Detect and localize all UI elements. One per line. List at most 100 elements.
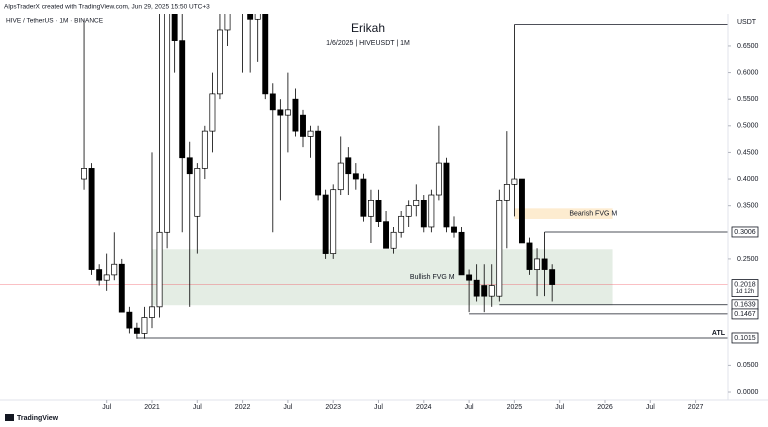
zone	[514, 208, 613, 219]
y-tick-label: 0.2500	[737, 256, 759, 263]
candle-body	[481, 285, 488, 297]
candle-body	[398, 215, 405, 233]
candle-body	[217, 29, 223, 95]
y-tick-label: 0.0000	[737, 389, 759, 396]
x-tick-label: Jul	[193, 404, 202, 411]
candle-body	[360, 178, 367, 217]
y-tick-label: 0.4000	[737, 176, 759, 183]
candle-body	[473, 279, 480, 297]
x-tick-label: 2023	[325, 404, 341, 411]
candle-body	[141, 317, 148, 334]
candle-body	[451, 226, 457, 233]
candle-body	[111, 263, 118, 276]
logo: TradingView	[17, 415, 59, 422]
candle-body	[345, 157, 352, 175]
candle-body	[88, 168, 95, 270]
countdown: 1d 12h	[736, 289, 754, 295]
last-price-tag	[731, 279, 759, 297]
candle-body	[284, 109, 291, 116]
candle-body	[201, 130, 208, 169]
x-tick-label: Jul	[465, 404, 474, 411]
candle-body	[209, 93, 216, 132]
candle-body	[133, 327, 140, 334]
candle-body	[126, 311, 133, 329]
candle-body	[262, 14, 269, 95]
y-tick-label: 0.0500	[737, 362, 759, 369]
price-tag	[731, 308, 759, 320]
candle-body	[118, 263, 125, 313]
candle-body	[375, 199, 382, 222]
x-tick-label: 2021	[144, 404, 160, 411]
candle-body	[428, 194, 435, 228]
candle-body	[405, 205, 412, 217]
level-note: ATL	[712, 330, 726, 337]
zone-label: Bearish FVG M	[569, 210, 617, 217]
y-tick-label: 0.5000	[737, 123, 759, 130]
candle-body	[277, 109, 284, 116]
candle-body	[541, 258, 548, 270]
x-tick-label: 2026	[597, 404, 613, 411]
candle-body	[496, 199, 503, 297]
candle-body	[164, 14, 171, 233]
candle-body	[254, 14, 261, 20]
candle-body	[435, 162, 442, 196]
candle-body	[103, 274, 110, 281]
y-tick-label: 0.6500	[737, 43, 759, 50]
candle-body	[171, 14, 178, 41]
candle-body	[224, 14, 231, 31]
candle-body	[337, 162, 344, 191]
symbol: HIVE / TetherUS · 1M · BINANCE	[6, 18, 104, 25]
y-unit: USDT	[737, 19, 757, 26]
x-tick-label: Jul	[555, 404, 564, 411]
price-tag	[731, 332, 759, 344]
candle-body	[322, 194, 329, 254]
price-tag-label: 0.1015	[734, 335, 756, 342]
price-tag-label: 0.1639	[734, 302, 756, 309]
x-tick-label: Jul	[283, 404, 292, 411]
x-tick-label: Jul	[102, 404, 111, 411]
candle-body	[307, 130, 314, 137]
candle-body	[458, 231, 465, 276]
candle-body	[269, 93, 276, 111]
candle-body	[179, 40, 186, 159]
x-tick-label: 2022	[235, 404, 251, 411]
candle-body	[194, 168, 201, 217]
x-tick-label: 2025	[507, 404, 523, 411]
candle-body	[330, 189, 337, 254]
candle-body	[156, 231, 163, 308]
candle-body	[81, 168, 87, 180]
candle-body	[315, 130, 322, 196]
y-tick-label: 0.5500	[737, 96, 759, 103]
y-tick-label: 0.6000	[737, 69, 759, 76]
last-price-label: 0.2018	[734, 281, 756, 288]
candle-body	[420, 199, 427, 228]
plot-area: Bearish FVG M Bullish FVG M	[0, 14, 728, 339]
x-tick-label: 2024	[416, 404, 432, 411]
candle-body	[390, 231, 397, 249]
candle-body	[368, 199, 374, 217]
candle-body	[443, 162, 450, 228]
candle-body	[300, 114, 306, 137]
y-tick-label: 0.3500	[737, 203, 759, 210]
credit: AlpsTraderX created with TradingView.com…	[4, 4, 210, 11]
candle-body	[352, 173, 359, 180]
price-tag	[731, 226, 759, 238]
chart-subtitle: 1/6/2025 | HIVEUSDT | 1M	[326, 40, 410, 47]
candle-body	[488, 285, 495, 297]
candle-body	[186, 157, 193, 175]
candle-body	[503, 184, 510, 201]
candle-body	[526, 242, 533, 270]
x-tick-label: Jul	[374, 404, 383, 411]
candle-body	[247, 14, 254, 20]
candle-body	[518, 178, 525, 244]
candle-body	[413, 199, 420, 207]
candle-body	[96, 269, 103, 281]
price-tag-label: 0.3006	[734, 229, 756, 236]
x-tick-label: Jul	[646, 404, 655, 411]
price-tag-label: 0.1467	[734, 311, 756, 318]
zone	[152, 249, 613, 306]
candle-body	[549, 269, 556, 285]
x-tick-label: 2027	[688, 404, 704, 411]
